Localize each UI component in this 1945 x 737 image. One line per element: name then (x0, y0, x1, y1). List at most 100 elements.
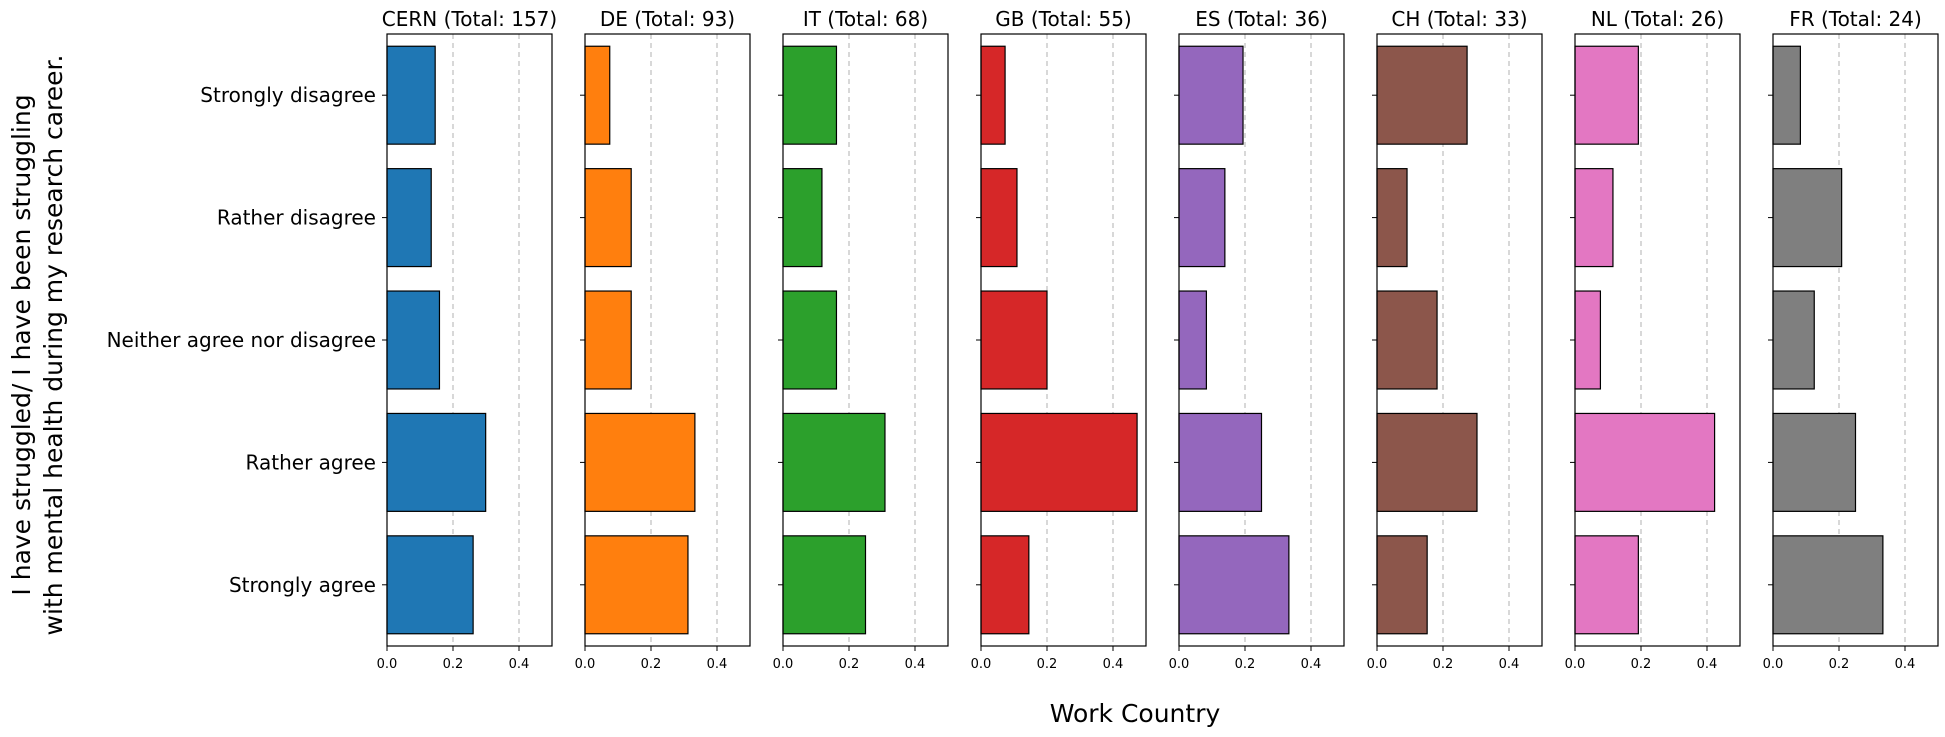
panel-cern: 0.0 0.2 0.4 CERN (Total: 157) (377, 7, 558, 672)
panel-frame (980, 33, 1147, 647)
x-tick-label: 0.0 (971, 657, 992, 672)
x-tick-label: 0.4 (1895, 657, 1916, 672)
x-tick-label: 0.0 (1763, 657, 1784, 672)
bar-fr-1 (1772, 168, 1843, 268)
bar-gb-4 (980, 535, 1030, 635)
y-axis-label: I have struggled/ I have been struggling… (7, 55, 68, 636)
panel-title: GB (Total: 55) (995, 7, 1131, 31)
x-tick-label: 0.4 (1697, 657, 1718, 672)
panel-de: 0.0 0.2 0.4 DE (Total: 93) (575, 7, 751, 672)
bar-it-2 (782, 290, 838, 390)
bar-es-0 (1178, 45, 1244, 145)
bar-fr-3 (1772, 412, 1857, 512)
panel-title: CH (Total: 33) (1391, 7, 1527, 31)
panel-it: 0.0 0.2 0.4 IT (Total: 68) (773, 7, 949, 672)
bar-fr-4 (1772, 535, 1884, 635)
panel-title: CERN (Total: 157) (382, 7, 557, 31)
category-label: Neither agree nor disagree (107, 328, 376, 352)
category-label: Strongly disagree (200, 83, 376, 107)
x-tick-label: 0.2 (839, 657, 860, 672)
panel-nl: 0.0 0.2 0.4 NL (Total: 26) (1565, 7, 1741, 672)
panel-fr: 0.0 0.2 0.4 FR (Total: 24) (1763, 7, 1939, 672)
x-tick-label: 0.0 (1565, 657, 1586, 672)
x-tick-label: 0.2 (1631, 657, 1652, 672)
x-tick-label: 0.4 (509, 657, 530, 672)
bar-gb-2 (980, 290, 1048, 390)
panel-title: NL (Total: 26) (1591, 7, 1724, 31)
panel-frame (1178, 33, 1345, 647)
bar-nl-0 (1574, 45, 1639, 145)
bar-ch-3 (1376, 412, 1478, 512)
x-tick-label: 0.4 (707, 657, 728, 672)
panel-gb: 0.0 0.2 0.4 GB (Total: 55) (971, 7, 1147, 672)
bar-gb-0 (980, 45, 1006, 145)
y-axis-label-line-1: I have struggled/ I have been struggling (7, 94, 36, 595)
x-tick-label: 0.0 (1169, 657, 1190, 672)
x-tick-label: 0.2 (443, 657, 464, 672)
panel-title: IT (Total: 68) (803, 7, 928, 31)
x-tick-label: 0.2 (1235, 657, 1256, 672)
panel-title: DE (Total: 93) (600, 7, 735, 31)
x-tick-label: 0.4 (1301, 657, 1322, 672)
bar-de-4 (584, 535, 689, 635)
bar-nl-4 (1574, 535, 1639, 635)
bar-de-1 (584, 168, 632, 268)
bar-ch-2 (1376, 290, 1438, 390)
bar-cern-4 (386, 535, 474, 635)
bar-fr-2 (1772, 290, 1815, 390)
x-tick-label: 0.0 (377, 657, 398, 672)
bar-cern-1 (386, 168, 432, 268)
bar-it-0 (782, 45, 838, 145)
bar-it-3 (782, 412, 886, 512)
category-label: Strongly agree (229, 573, 376, 597)
bar-it-1 (782, 168, 823, 268)
x-tick-label: 0.4 (1499, 657, 1520, 672)
panel-ch: 0.0 0.2 0.4 CH (Total: 33) (1367, 7, 1543, 672)
x-tick-label: 0.2 (1433, 657, 1454, 672)
bar-it-4 (782, 535, 867, 635)
bar-cern-0 (386, 45, 436, 145)
x-tick-label: 0.2 (641, 657, 662, 672)
bar-nl-3 (1574, 412, 1716, 512)
category-label: Rather disagree (217, 206, 376, 230)
bar-fr-0 (1772, 45, 1801, 145)
x-axis-label: Work Country (1050, 699, 1221, 728)
panel-frame (782, 33, 949, 647)
panel-frame (386, 33, 553, 647)
panel-title: ES (Total: 36) (1195, 7, 1328, 31)
x-tick-label: 0.2 (1829, 657, 1850, 672)
x-tick-label: 0.0 (773, 657, 794, 672)
x-tick-label: 0.4 (905, 657, 926, 672)
bar-de-2 (584, 290, 632, 390)
bar-es-2 (1178, 290, 1207, 390)
chart-panels: 0.0 0.2 0.4 CERN (Total: 157) 0.0 0.2 0.4 DE (T… (377, 7, 1939, 672)
bar-gb-3 (980, 412, 1138, 512)
bar-cern-2 (386, 290, 441, 390)
panel-frame (1376, 33, 1543, 647)
bar-ch-4 (1376, 535, 1428, 635)
category-label: Rather agree (246, 450, 376, 474)
bar-ch-0 (1376, 45, 1468, 145)
bar-nl-1 (1574, 168, 1614, 268)
bar-es-3 (1178, 412, 1263, 512)
x-tick-label: 0.2 (1037, 657, 1058, 672)
bar-ch-1 (1376, 168, 1408, 268)
y-axis-label-line-2: with mental health during my research ca… (39, 55, 68, 636)
category-labels: Strongly disagree Rather disagree Neither … (107, 83, 376, 597)
bar-gb-1 (980, 168, 1018, 268)
x-tick-label: 0.0 (575, 657, 596, 672)
panel-title: FR (Total: 24) (1789, 7, 1922, 31)
x-tick-label: 0.4 (1103, 657, 1124, 672)
bar-nl-2 (1574, 290, 1602, 390)
bar-cern-3 (386, 412, 487, 512)
x-tick-label: 0.0 (1367, 657, 1388, 672)
bar-de-3 (584, 412, 696, 512)
panel-frame (1772, 33, 1939, 647)
bar-de-0 (584, 45, 611, 145)
panel-frame (1574, 33, 1741, 647)
panel-frame (584, 33, 751, 647)
bar-es-1 (1178, 168, 1226, 268)
bar-es-4 (1178, 535, 1290, 635)
panel-es: 0.0 0.2 0.4 ES (Total: 36) (1169, 7, 1345, 672)
